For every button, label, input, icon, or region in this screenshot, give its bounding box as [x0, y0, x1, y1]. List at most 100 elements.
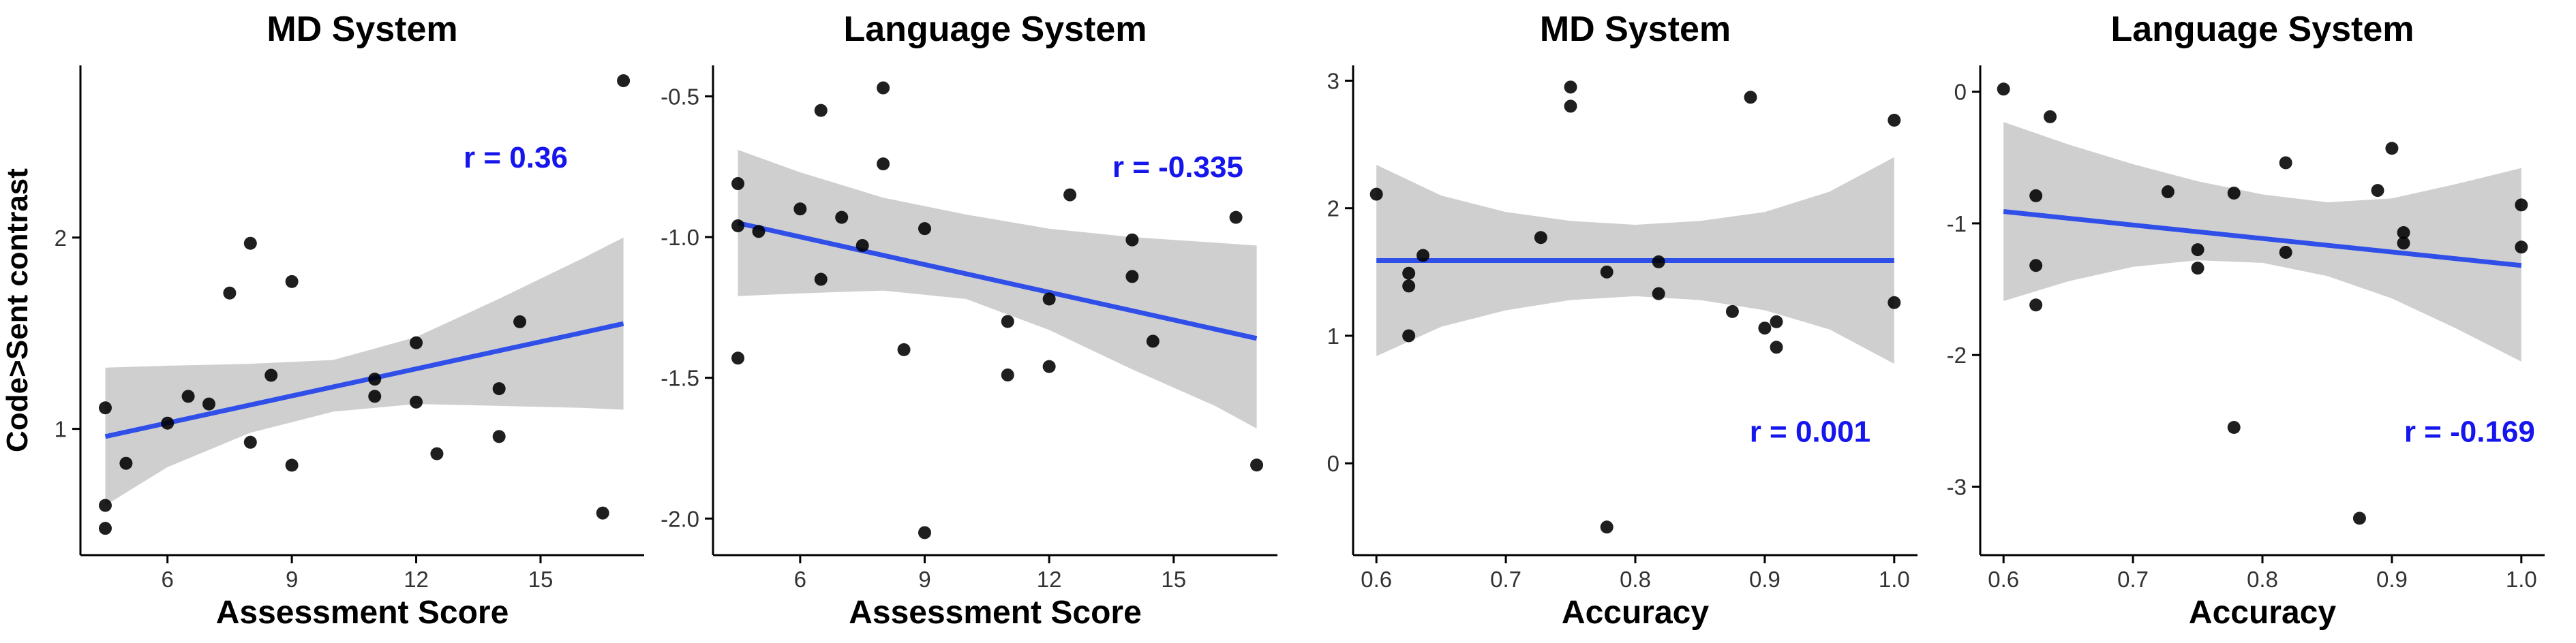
- data-point: [1564, 99, 1577, 113]
- data-point: [243, 435, 257, 449]
- correlation-label: r = 0.001: [1750, 415, 1870, 448]
- x-tick-label: 0.8: [2247, 567, 2278, 592]
- x-tick-label: 9: [286, 567, 298, 592]
- y-tick-label: -2: [1947, 343, 1967, 368]
- x-axis-label: Assessment Score: [849, 595, 1142, 631]
- x-tick-label: 12: [1037, 567, 1062, 592]
- x-tick-label: 1.0: [1879, 567, 1910, 592]
- chart-title: MD System: [267, 10, 457, 49]
- data-point: [410, 395, 423, 409]
- x-tick-label: 1.0: [2506, 567, 2537, 592]
- data-point: [2279, 156, 2292, 170]
- data-point: [1770, 315, 1783, 328]
- chart-title: Language System: [843, 10, 1147, 49]
- x-tick-label: 0.9: [1749, 567, 1781, 592]
- data-point: [877, 157, 890, 171]
- data-point: [1402, 279, 1416, 293]
- data-point: [1725, 304, 1739, 318]
- y-tick-label: 1: [55, 417, 67, 442]
- data-point: [918, 222, 931, 236]
- chart-panel-2: 6 9 12 15 -0.5 -1.0 -1.5 -2.0 Language System Ass…: [661, 10, 1277, 631]
- confidence-band: [2003, 122, 2521, 362]
- y-tick-label: 1: [1327, 324, 1339, 349]
- data-point: [1770, 341, 1783, 354]
- data-point: [1125, 270, 1139, 283]
- x-axis-label: Accuracy: [1562, 595, 1709, 631]
- y-tick-label: 2: [1327, 196, 1339, 221]
- x-tick-label: 0.6: [1361, 567, 1392, 592]
- y-tick-label: -0.5: [661, 84, 699, 109]
- data-point: [1063, 188, 1077, 202]
- data-point: [1402, 266, 1416, 280]
- y-tick-label: -3: [1947, 474, 1967, 499]
- data-point: [2227, 186, 2241, 200]
- data-point: [243, 236, 257, 250]
- data-point: [98, 401, 112, 415]
- data-point: [2029, 189, 2043, 202]
- data-point: [2279, 245, 2292, 259]
- data-point: [1652, 255, 1665, 268]
- data-point: [1042, 292, 1056, 306]
- x-axis-label: Assessment Score: [216, 595, 509, 631]
- data-point: [430, 447, 444, 460]
- x-tick-label: 6: [794, 567, 806, 592]
- data-point: [1744, 91, 1757, 104]
- chart-panel-4: 0.6 0.7 0.8 0.9 1.0 0 -1 -2 -3 Language System Acc…: [1947, 10, 2545, 631]
- data-point: [1888, 296, 1901, 309]
- data-point: [2044, 110, 2057, 123]
- regression-line: [737, 220, 1258, 341]
- data-point: [1042, 360, 1056, 373]
- data-point: [2385, 142, 2399, 155]
- data-point: [223, 286, 237, 300]
- data-point: [98, 522, 112, 535]
- data-point: [793, 202, 807, 216]
- correlation-label: r = 0.36: [464, 141, 568, 174]
- data-point: [368, 373, 382, 386]
- correlation-label: r = -0.169: [2404, 415, 2535, 448]
- data-point: [1416, 249, 1430, 262]
- x-tick-label: 0.7: [1490, 567, 1521, 592]
- y-axis-label: Code>Sent contrast: [1, 168, 34, 452]
- data-point: [731, 219, 745, 233]
- x-tick-label: 15: [1161, 567, 1186, 592]
- y-tick-label: 0: [1327, 451, 1339, 476]
- chart-title: Language System: [2110, 10, 2414, 49]
- data-point: [835, 210, 849, 224]
- x-tick-label: 0.6: [1988, 567, 2019, 592]
- data-point: [492, 430, 506, 443]
- data-point: [2161, 185, 2175, 199]
- data-point: [1758, 322, 1772, 335]
- data-point: [1001, 315, 1014, 328]
- data-point: [98, 499, 112, 512]
- data-point: [918, 526, 931, 539]
- data-point: [897, 343, 911, 356]
- data-point: [814, 104, 828, 117]
- data-point: [1600, 520, 1613, 534]
- data-point: [1564, 80, 1577, 94]
- data-point: [2029, 298, 2043, 312]
- x-axis-label: Accuracy: [2189, 595, 2336, 631]
- data-point: [596, 506, 609, 520]
- data-point: [1001, 368, 1014, 382]
- data-point: [285, 458, 299, 472]
- y-tick-label: -2.0: [661, 506, 699, 531]
- data-point: [1652, 287, 1665, 300]
- y-tick-label: -1.0: [661, 225, 699, 250]
- data-point: [1146, 334, 1160, 348]
- data-point: [1888, 114, 1901, 127]
- data-point: [1229, 210, 1243, 224]
- data-point: [2029, 259, 2043, 272]
- data-point: [161, 416, 175, 430]
- regression-line: [2003, 209, 2522, 268]
- data-point: [1125, 233, 1139, 247]
- x-tick-label: 0.8: [1620, 567, 1651, 592]
- data-point: [2397, 225, 2410, 239]
- x-tick-label: 6: [162, 567, 174, 592]
- x-tick-label: 9: [918, 567, 930, 592]
- x-tick-label: 15: [528, 567, 554, 592]
- y-tick-label: 3: [1327, 68, 1339, 93]
- y-tick-label: -1: [1947, 211, 1967, 236]
- data-point: [2227, 421, 2241, 435]
